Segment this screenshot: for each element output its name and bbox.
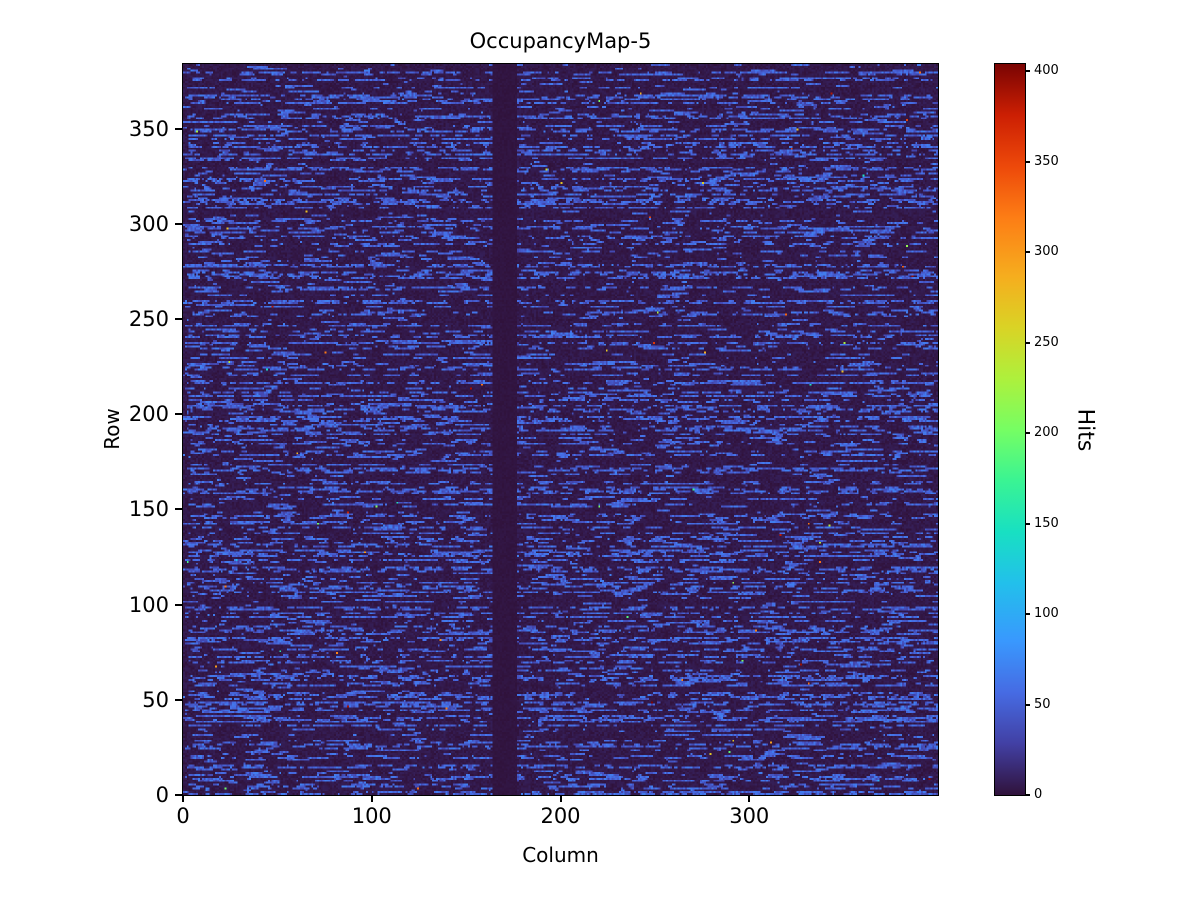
x-tick-label: 0 — [176, 804, 190, 828]
chart-title: OccupancyMap-5 — [469, 29, 652, 53]
y-tick-mark — [175, 508, 182, 511]
colorbar-tick-label: 150 — [1034, 515, 1059, 531]
colorbar-tick-mark — [1025, 70, 1030, 73]
y-tick-mark — [175, 603, 182, 606]
colorbar-tick-label: 250 — [1034, 334, 1059, 350]
y-tick-label: 0 — [155, 783, 169, 807]
y-tick-label: 250 — [128, 307, 169, 332]
colorbar-tick-label: 0 — [1034, 787, 1043, 802]
colorbar-tick-mark — [1025, 522, 1030, 525]
y-tick-mark — [175, 794, 182, 796]
colorbar-tick-mark — [1025, 613, 1030, 616]
x-axis-label: Column — [522, 843, 599, 867]
x-tick-mark — [748, 795, 751, 802]
x-tick-label: 200 — [540, 804, 581, 828]
x-tick-mark — [559, 795, 562, 802]
colorbar-tick-mark — [1025, 251, 1030, 254]
colorbar-tick-mark — [1025, 160, 1030, 163]
y-tick-mark — [175, 318, 182, 321]
y-tick-mark — [175, 698, 182, 701]
y-tick-mark — [175, 222, 182, 225]
y-tick-label: 150 — [128, 497, 169, 522]
x-tick-mark — [370, 795, 373, 802]
y-tick-label: 300 — [128, 211, 169, 236]
y-tick-label: 100 — [128, 592, 169, 617]
heatmap-image — [183, 64, 938, 795]
y-tick-label: 50 — [142, 687, 169, 712]
colorbar — [994, 63, 1026, 796]
colorbar-tick-mark — [1025, 341, 1030, 344]
colorbar-tick-label: 400 — [1034, 63, 1059, 79]
colorbar-tick-label: 300 — [1034, 244, 1059, 260]
colorbar-tick-label: 50 — [1034, 696, 1051, 712]
x-tick-label: 300 — [729, 804, 770, 828]
x-tick-mark — [182, 795, 184, 802]
plot-area — [182, 63, 939, 796]
colorbar-tick-mark — [1025, 432, 1030, 435]
colorbar-tick-label: 200 — [1034, 425, 1059, 441]
y-tick-mark — [175, 413, 182, 416]
colorbar-tick-label: 100 — [1034, 606, 1059, 622]
x-tick-label: 100 — [351, 804, 392, 828]
y-tick-label: 350 — [128, 116, 169, 141]
colorbar-tick-label: 350 — [1034, 153, 1059, 169]
colorbar-tick-mark — [1025, 703, 1030, 706]
colorbar-tick-mark — [1025, 794, 1030, 796]
y-tick-mark — [175, 127, 182, 130]
y-tick-label: 200 — [128, 402, 169, 427]
